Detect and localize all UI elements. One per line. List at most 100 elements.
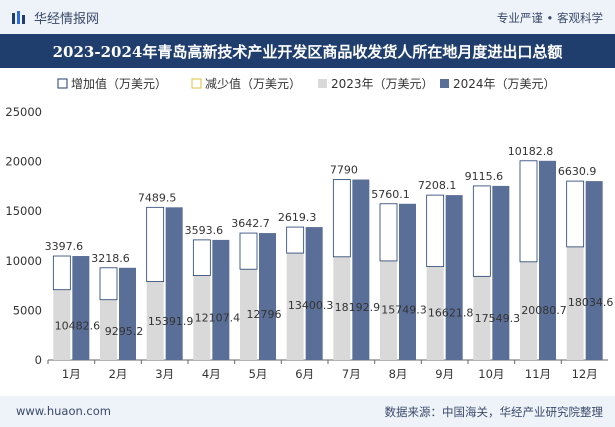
chart-title: 2023-2024年青岛高新技术产业开发区商品收发货人所在地月度进出口总额: [52, 43, 563, 61]
bar-2024: [212, 239, 230, 360]
x-tick-label: 2月: [109, 367, 128, 381]
data-label-2024: 15391.9: [148, 315, 194, 328]
legend-swatch-1: [191, 78, 202, 89]
bar-2023: [566, 246, 584, 360]
x-tick-label: 5月: [249, 367, 268, 381]
bar-2024: [539, 160, 556, 360]
bar-increase: [99, 267, 118, 301]
data-label-2024: 13400.3: [288, 299, 334, 312]
bar-2023: [146, 281, 164, 360]
x-tick-label: 12月: [572, 367, 598, 381]
bar-2023: [380, 260, 397, 360]
title-bar: 2023-2024年青岛高新技术产业开发区商品收发货人所在地月度进出口总额: [0, 34, 615, 68]
value-labels: 3397.6 10482.6 3218.6 9295.2 7489.5 15391.9 35…: [45, 145, 614, 338]
data-source: 数据来源：中国海关，华经产业研究院整理: [384, 405, 604, 419]
bar-2023: [520, 261, 537, 360]
bar-2024: [305, 227, 323, 360]
bar-increase: [52, 255, 71, 291]
legend-label-3: 2024年（万美元）: [453, 77, 556, 91]
x-tick-label: 3月: [155, 367, 174, 381]
x-tick-label: 10月: [478, 367, 504, 381]
website-link[interactable]: www.huaon.com: [16, 404, 111, 418]
bar-2024: [259, 233, 276, 360]
bar-2023: [426, 266, 444, 360]
data-label-increase: 3218.6: [91, 252, 130, 265]
bar-2024: [165, 207, 183, 360]
brand-logo[interactable]: 华经情报网: [12, 8, 99, 27]
data-label-increase: 7489.5: [138, 191, 177, 204]
chart: 增加值（万美元） 减少值（万美元） 2023年（万美元） 2024年（万美元） 0 50…: [5, 76, 614, 381]
bar-increase: [192, 239, 211, 276]
legend-label-2: 2023年（万美元）: [331, 77, 434, 91]
legend-swatch-2: [318, 79, 327, 88]
legend-label-1: 减少值（万美元）: [205, 76, 301, 91]
bar-2023: [473, 276, 491, 360]
y-tick-label: 20000: [5, 155, 42, 169]
data-label-increase: 7790: [330, 164, 358, 177]
data-label-2024: 16621.8: [428, 307, 474, 320]
x-tick-label: 9月: [435, 367, 454, 381]
brand-name: 华经情报网: [34, 12, 100, 27]
footer: www.huaon.com 数据来源：中国海关，华经产业研究院整理: [0, 396, 615, 427]
bar-increase: [332, 179, 351, 258]
bar-2024: [119, 267, 136, 360]
bar-2023: [333, 256, 351, 360]
bar-increase: [286, 226, 305, 254]
data-label-increase: 3397.6: [45, 240, 84, 253]
bar-increase: [379, 203, 398, 262]
data-label-2024: 18192.9: [335, 301, 381, 314]
legend-label-0: 增加值（万美元）: [71, 76, 167, 91]
axes: 0 5000 10000 15000 20000 25000 1月 2月 3月 4月 5月 6月 7月 8…: [5, 105, 608, 381]
top-banner: 华经情报网 专业严谨 • 客观科学: [0, 0, 615, 34]
bar-2023: [53, 289, 71, 360]
legend-swatch-0: [57, 78, 68, 89]
bar-2023: [286, 253, 304, 360]
x-tick-label: 11月: [525, 367, 551, 381]
data-label-2024: 18034.6: [568, 296, 614, 309]
slogan: 专业严谨 • 客观科学: [496, 11, 603, 25]
x-tick-label: 4月: [202, 367, 221, 381]
data-label-increase: 5760.1: [371, 188, 410, 201]
data-label-2024: 12796: [247, 308, 282, 321]
data-label-2024: 15749.3: [381, 304, 427, 317]
bar-increase: [519, 160, 538, 263]
bar-2023: [240, 269, 257, 360]
data-label-2024: 9295.2: [105, 325, 144, 338]
bar-2023: [100, 299, 117, 360]
bar-2024: [399, 203, 416, 360]
bar-2024: [352, 179, 370, 360]
bars: [52, 160, 603, 360]
bar-increase: [426, 194, 445, 268]
bar-increase: [566, 180, 585, 248]
data-label-2024: 12107.4: [195, 312, 241, 325]
y-tick-label: 0: [35, 353, 42, 367]
bar-2023: [193, 275, 211, 360]
x-tick-label: 8月: [389, 367, 408, 381]
bar-increase: [146, 206, 165, 283]
data-label-increase: 6630.9: [558, 165, 597, 178]
brand-logo-icon: [12, 10, 25, 24]
x-tick-label: 6月: [295, 367, 314, 381]
legend: 增加值（万美元） 减少值（万美元） 2023年（万美元） 2024年（万美元）: [57, 76, 556, 91]
y-tick-label: 10000: [5, 254, 42, 268]
data-label-increase: 7208.1: [418, 179, 457, 192]
data-label-increase: 3593.6: [185, 224, 224, 237]
data-label-increase: 10182.8: [508, 145, 554, 158]
bar-2024: [445, 195, 463, 360]
bar-2024: [72, 256, 90, 360]
data-label-increase: 9115.6: [465, 170, 504, 183]
legend-swatch-3: [440, 79, 449, 88]
y-tick-label: 25000: [5, 105, 42, 119]
x-tick-label: 1月: [62, 367, 81, 381]
x-tick-label: 7月: [342, 367, 361, 381]
y-tick-label: 15000: [5, 204, 42, 218]
data-label-2024: 20080.7: [521, 304, 567, 317]
data-label-2024: 17549.3: [475, 312, 521, 325]
data-label-increase: 3642.7: [231, 217, 270, 230]
bar-2024: [492, 185, 510, 360]
bar-increase: [239, 232, 258, 270]
bar-2024: [585, 181, 603, 360]
y-tick-label: 5000: [13, 303, 42, 317]
bar-increase: [472, 185, 491, 277]
data-label-increase: 2619.3: [278, 211, 317, 224]
